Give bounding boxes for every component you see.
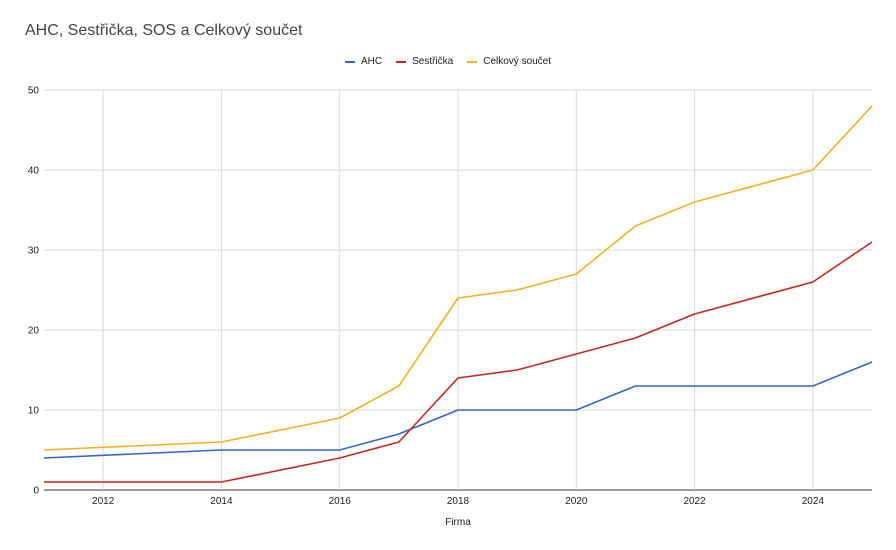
chart-title: AHC, Sestřička, SOS a Celkový součet [25,22,303,39]
y-tick-label: 20 [28,326,40,337]
legend: AHC Sestřička Celkový součet [0,56,896,67]
y-tick-label: 30 [28,246,40,257]
series-line-sestricka [44,241,873,483]
legend-item-celkovy-soucet[interactable]: Celkový součet [467,56,551,67]
y-tick-label: 0 [33,486,39,497]
x-tick-label: 2016 [329,496,352,507]
legend-swatch-celkovy-soucet [467,60,478,63]
legend-swatch-sestricka [396,60,407,63]
x-tick-label: 2024 [802,496,825,507]
legend-label-celkovy-soucet: Celkový součet [483,56,552,67]
x-tick-label: 2022 [683,496,706,507]
y-tick-label: 50 [28,86,40,97]
series-line-ahc [43,361,873,459]
x-tick-label: 2020 [565,496,588,507]
legend-item-sestricka[interactable]: Sestřička [396,56,453,67]
legend-swatch-ahc [344,60,355,63]
legend-label-ahc: AHC [360,56,383,67]
x-tick-label: 2014 [210,496,233,507]
y-tick-label: 10 [28,406,40,417]
series-line-celkovy-soucet [43,105,873,451]
legend-label-sestricka: Sestřička [412,56,454,67]
y-tick-label: 40 [28,166,40,177]
x-tick-label: 2012 [92,496,115,507]
x-axis-title: Firma [445,517,471,528]
legend-item-ahc[interactable]: AHC [344,56,383,67]
x-tick-label: 2018 [447,496,470,507]
